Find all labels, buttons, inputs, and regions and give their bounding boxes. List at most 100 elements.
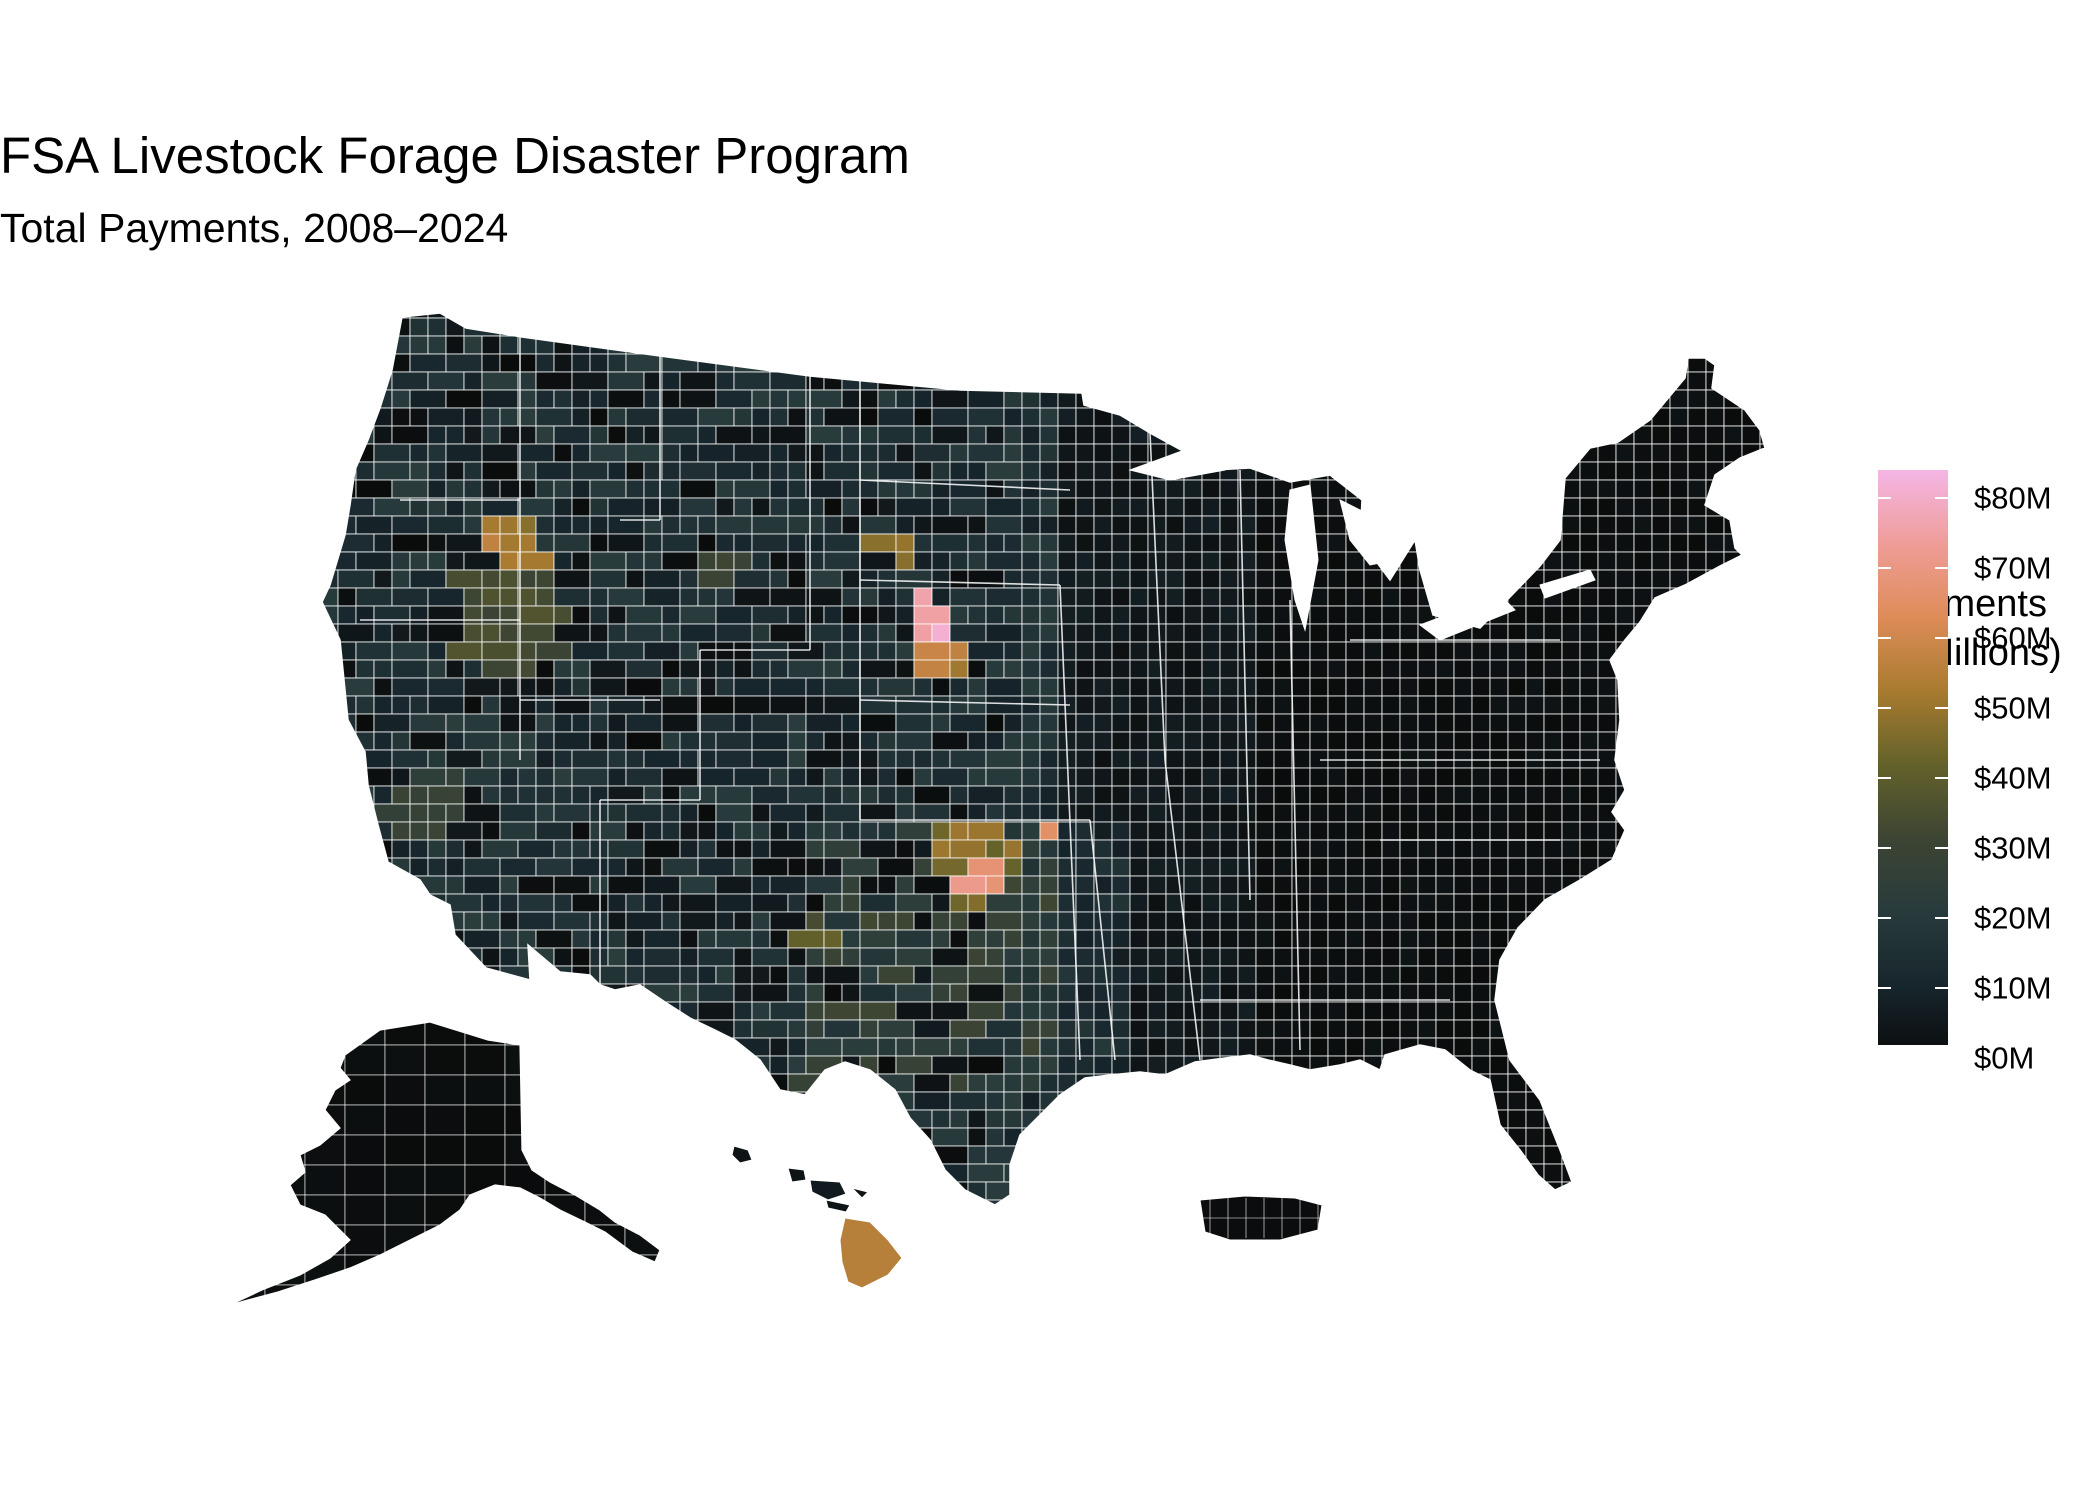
county (553, 335, 573, 355)
county (1129, 533, 1149, 553)
county (1399, 407, 1419, 427)
county (1273, 425, 1293, 445)
county (1327, 407, 1347, 427)
county (424, 1044, 466, 1076)
county (1147, 1127, 1167, 1147)
county (1669, 335, 1689, 355)
county (1543, 911, 1563, 931)
county (355, 425, 375, 445)
county (1778, 984, 1796, 1002)
county (589, 335, 609, 355)
county (787, 1073, 825, 1093)
county (985, 1127, 1005, 1147)
county (697, 803, 717, 823)
county (1417, 1073, 1437, 1093)
county (1399, 857, 1419, 877)
county (1435, 875, 1455, 895)
county (1147, 893, 1167, 913)
county (391, 587, 429, 607)
county (1003, 1037, 1023, 1057)
county (1363, 713, 1383, 733)
county (1687, 587, 1707, 607)
county (1129, 443, 1149, 463)
county (1507, 1163, 1527, 1183)
county (1147, 1091, 1167, 1111)
county (1291, 659, 1311, 679)
county (304, 1044, 346, 1076)
county (823, 371, 843, 391)
county (1093, 1109, 1113, 1129)
county (841, 659, 861, 679)
county (1705, 983, 1725, 1003)
county (1399, 911, 1419, 931)
county (1201, 389, 1221, 409)
county (805, 389, 843, 409)
county (823, 317, 843, 337)
county (1111, 677, 1131, 697)
county (264, 1134, 306, 1166)
county (1471, 443, 1491, 463)
county (463, 1001, 483, 1021)
county (787, 551, 807, 571)
county (1327, 965, 1347, 985)
county (1129, 479, 1149, 499)
county (985, 893, 1023, 913)
county (1255, 623, 1275, 643)
county (427, 443, 447, 463)
county (1579, 911, 1599, 931)
county (1687, 713, 1707, 733)
county (1057, 1127, 1077, 1147)
county (1183, 893, 1203, 913)
county (1039, 587, 1059, 607)
county (1093, 713, 1113, 733)
county (1741, 497, 1761, 517)
county (481, 911, 501, 931)
county (769, 659, 789, 679)
county (1561, 929, 1581, 949)
county (859, 1127, 897, 1147)
county (679, 677, 699, 697)
county (607, 1199, 645, 1205)
county (823, 1019, 861, 1039)
county (337, 947, 357, 967)
county (355, 983, 393, 1003)
county (1471, 551, 1491, 571)
county (1471, 335, 1491, 355)
county (1255, 1091, 1275, 1111)
county (1687, 371, 1707, 391)
county (1129, 1199, 1149, 1205)
county (499, 623, 519, 643)
county (1165, 857, 1185, 877)
county (571, 821, 591, 841)
county (949, 497, 987, 517)
county (1417, 1019, 1437, 1039)
county (1669, 821, 1689, 841)
county (607, 875, 645, 895)
county (1561, 911, 1581, 931)
county (1417, 821, 1437, 841)
county (1651, 1073, 1671, 1093)
county (1021, 947, 1041, 967)
county (733, 659, 753, 679)
county (1345, 929, 1365, 949)
county (841, 1037, 879, 1057)
county (584, 1044, 626, 1076)
county (322, 389, 339, 409)
county (1291, 623, 1311, 643)
county (1327, 893, 1347, 913)
county (1075, 785, 1095, 805)
county (1435, 1199, 1455, 1205)
county (841, 515, 861, 535)
county (1597, 1199, 1617, 1205)
county (733, 1001, 753, 1021)
county (1291, 875, 1311, 895)
county (1453, 983, 1473, 1003)
county (1489, 461, 1509, 481)
county (769, 677, 807, 697)
county (625, 965, 645, 985)
county (1507, 695, 1527, 715)
county (1093, 605, 1113, 625)
county (504, 1134, 546, 1166)
county (1291, 965, 1311, 985)
county (1778, 498, 1796, 516)
